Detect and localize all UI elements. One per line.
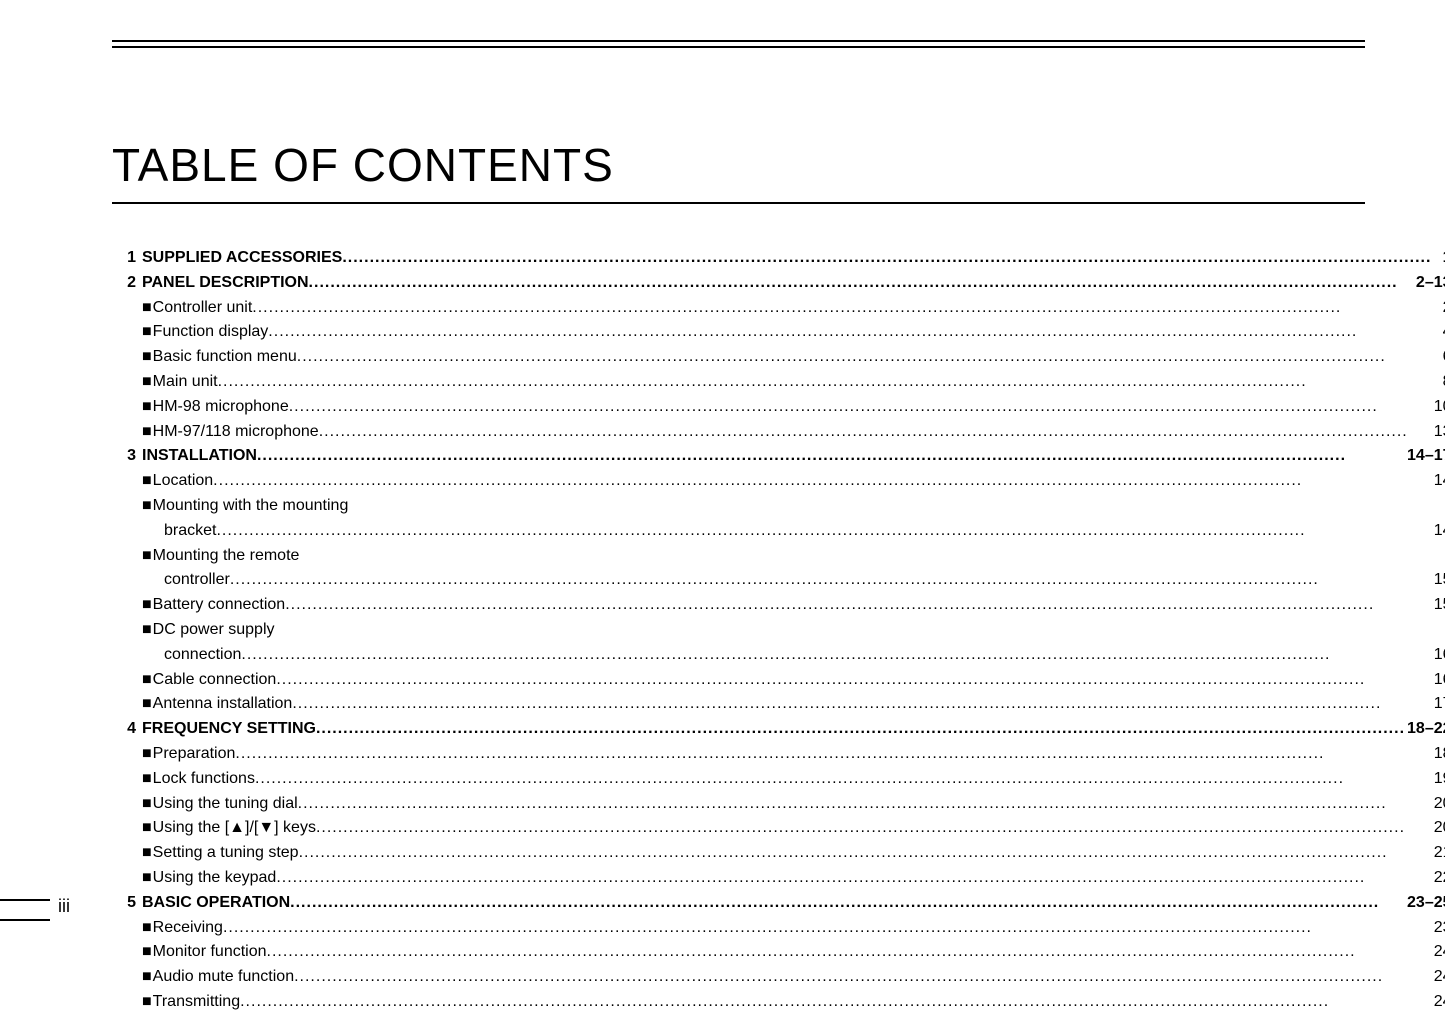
bullet-icon: ■: [142, 940, 152, 965]
bottom-edge-rule: [0, 899, 50, 921]
header: TABLE OF CONTENTS: [112, 138, 1365, 204]
bullet-icon: ■: [142, 395, 152, 420]
bullet-icon: ■: [142, 742, 152, 767]
toc-section: 2PANEL DESCRIPTION .....................…: [112, 271, 1445, 445]
bullet-icon: ■: [142, 469, 152, 494]
bullet-icon: ■: [142, 916, 152, 941]
bullet-icon: ■: [142, 296, 152, 321]
toc-subentry: ■Battery connection ....................…: [142, 593, 1445, 618]
bullet-icon: ■: [142, 792, 152, 817]
toc-subentry: ■Mounting with the mounting: [142, 494, 1445, 519]
title-rule: [112, 202, 1365, 204]
section-body: SUPPLIED ACCESSORIES ...................…: [142, 246, 1445, 271]
section-number: 3: [112, 444, 136, 469]
bullet-icon: ■: [142, 345, 152, 370]
toc-section: 5BASIC OPERATION .......................…: [112, 891, 1445, 1015]
section-title: FREQUENCY SETTING ......................…: [142, 717, 1445, 742]
bullet-icon: ■: [142, 544, 152, 569]
toc-subentry: ■Location ..............................…: [142, 469, 1445, 494]
toc-subentry: ■Audio mute function ...................…: [142, 965, 1445, 990]
bullet-icon: ■: [142, 965, 152, 990]
section-number: 5: [112, 891, 136, 916]
toc-subentry: ■Function display ......................…: [142, 320, 1445, 345]
bullet-icon: ■: [142, 990, 152, 1015]
bullet-icon: ■: [142, 767, 152, 792]
toc-subentry: ■HM-98 microphone ......................…: [142, 395, 1445, 420]
section-number: 2: [112, 271, 136, 296]
toc-subentry: ■Transmitting ..........................…: [142, 990, 1445, 1015]
toc-section: 4FREQUENCY SETTING .....................…: [112, 717, 1445, 891]
toc-subentry: ■Setting a tuning step .................…: [142, 841, 1445, 866]
toc-subentry: ■Monitor function ......................…: [142, 940, 1445, 965]
toc-columns: 1SUPPLIED ACCESSORIES ..................…: [112, 246, 1365, 1015]
bullet-icon: ■: [142, 320, 152, 345]
section-number: 1: [112, 246, 136, 271]
bullet-icon: ■: [142, 866, 152, 891]
toc-subentry-cont: bracket ................................…: [164, 519, 1445, 544]
toc-subentry: ■HM-97/118 microphone ..................…: [142, 420, 1445, 445]
section-body: BASIC OPERATION ........................…: [142, 891, 1445, 1015]
top-rule: [112, 40, 1365, 48]
section-title: SUPPLIED ACCESSORIES ...................…: [142, 246, 1445, 271]
bullet-icon: ■: [142, 420, 152, 445]
toc-subentry: ■Main unit .............................…: [142, 370, 1445, 395]
section-title: PANEL DESCRIPTION ......................…: [142, 271, 1445, 296]
toc-subentry-cont: connection .............................…: [164, 643, 1445, 668]
toc-section: 3INSTALLATION ..........................…: [112, 444, 1445, 717]
bullet-icon: ■: [142, 618, 152, 643]
bullet-icon: ■: [142, 494, 152, 519]
toc-subentry: ■Using the tuning dial .................…: [142, 792, 1445, 817]
toc-subentry-cont: controller .............................…: [164, 568, 1445, 593]
toc-subentry: ■Basic function menu ...................…: [142, 345, 1445, 370]
section-body: PANEL DESCRIPTION ......................…: [142, 271, 1445, 445]
bullet-icon: ■: [142, 841, 152, 866]
page-title: TABLE OF CONTENTS: [112, 138, 1365, 192]
toc-subentry: ■Using the keypad ......................…: [142, 866, 1445, 891]
toc-subentry: ■Cable connection ......................…: [142, 668, 1445, 693]
toc-subentry: ■DC power supply: [142, 618, 1445, 643]
toc-subentry: ■Preparation ...........................…: [142, 742, 1445, 767]
section-number: 4: [112, 717, 136, 742]
section-body: FREQUENCY SETTING ......................…: [142, 717, 1445, 891]
bullet-icon: ■: [142, 692, 152, 717]
toc-column: 1SUPPLIED ACCESSORIES ..................…: [112, 246, 1445, 1015]
toc-section: 1SUPPLIED ACCESSORIES ..................…: [112, 246, 1445, 271]
toc-subentry: ■Controller unit .......................…: [142, 296, 1445, 321]
toc-subentry: ■Using the [▲]/[▼] keys ................…: [142, 816, 1445, 841]
toc-subentry: ■Antenna installation ..................…: [142, 692, 1445, 717]
toc-subentry: ■Mounting the remote: [142, 544, 1445, 569]
page-number: iii: [58, 896, 70, 917]
toc-subentry: ■Lock functions ........................…: [142, 767, 1445, 792]
section-body: INSTALLATION ...........................…: [142, 444, 1445, 717]
page: TABLE OF CONTENTS 1SUPPLIED ACCESSORIES …: [0, 0, 1445, 1017]
bullet-icon: ■: [142, 593, 152, 618]
section-title: INSTALLATION ...........................…: [142, 444, 1445, 469]
bullet-icon: ■: [142, 370, 152, 395]
section-title: BASIC OPERATION ........................…: [142, 891, 1445, 916]
bullet-icon: ■: [142, 668, 152, 693]
toc-subentry: ■Receiving .............................…: [142, 916, 1445, 941]
bullet-icon: ■: [142, 816, 152, 841]
